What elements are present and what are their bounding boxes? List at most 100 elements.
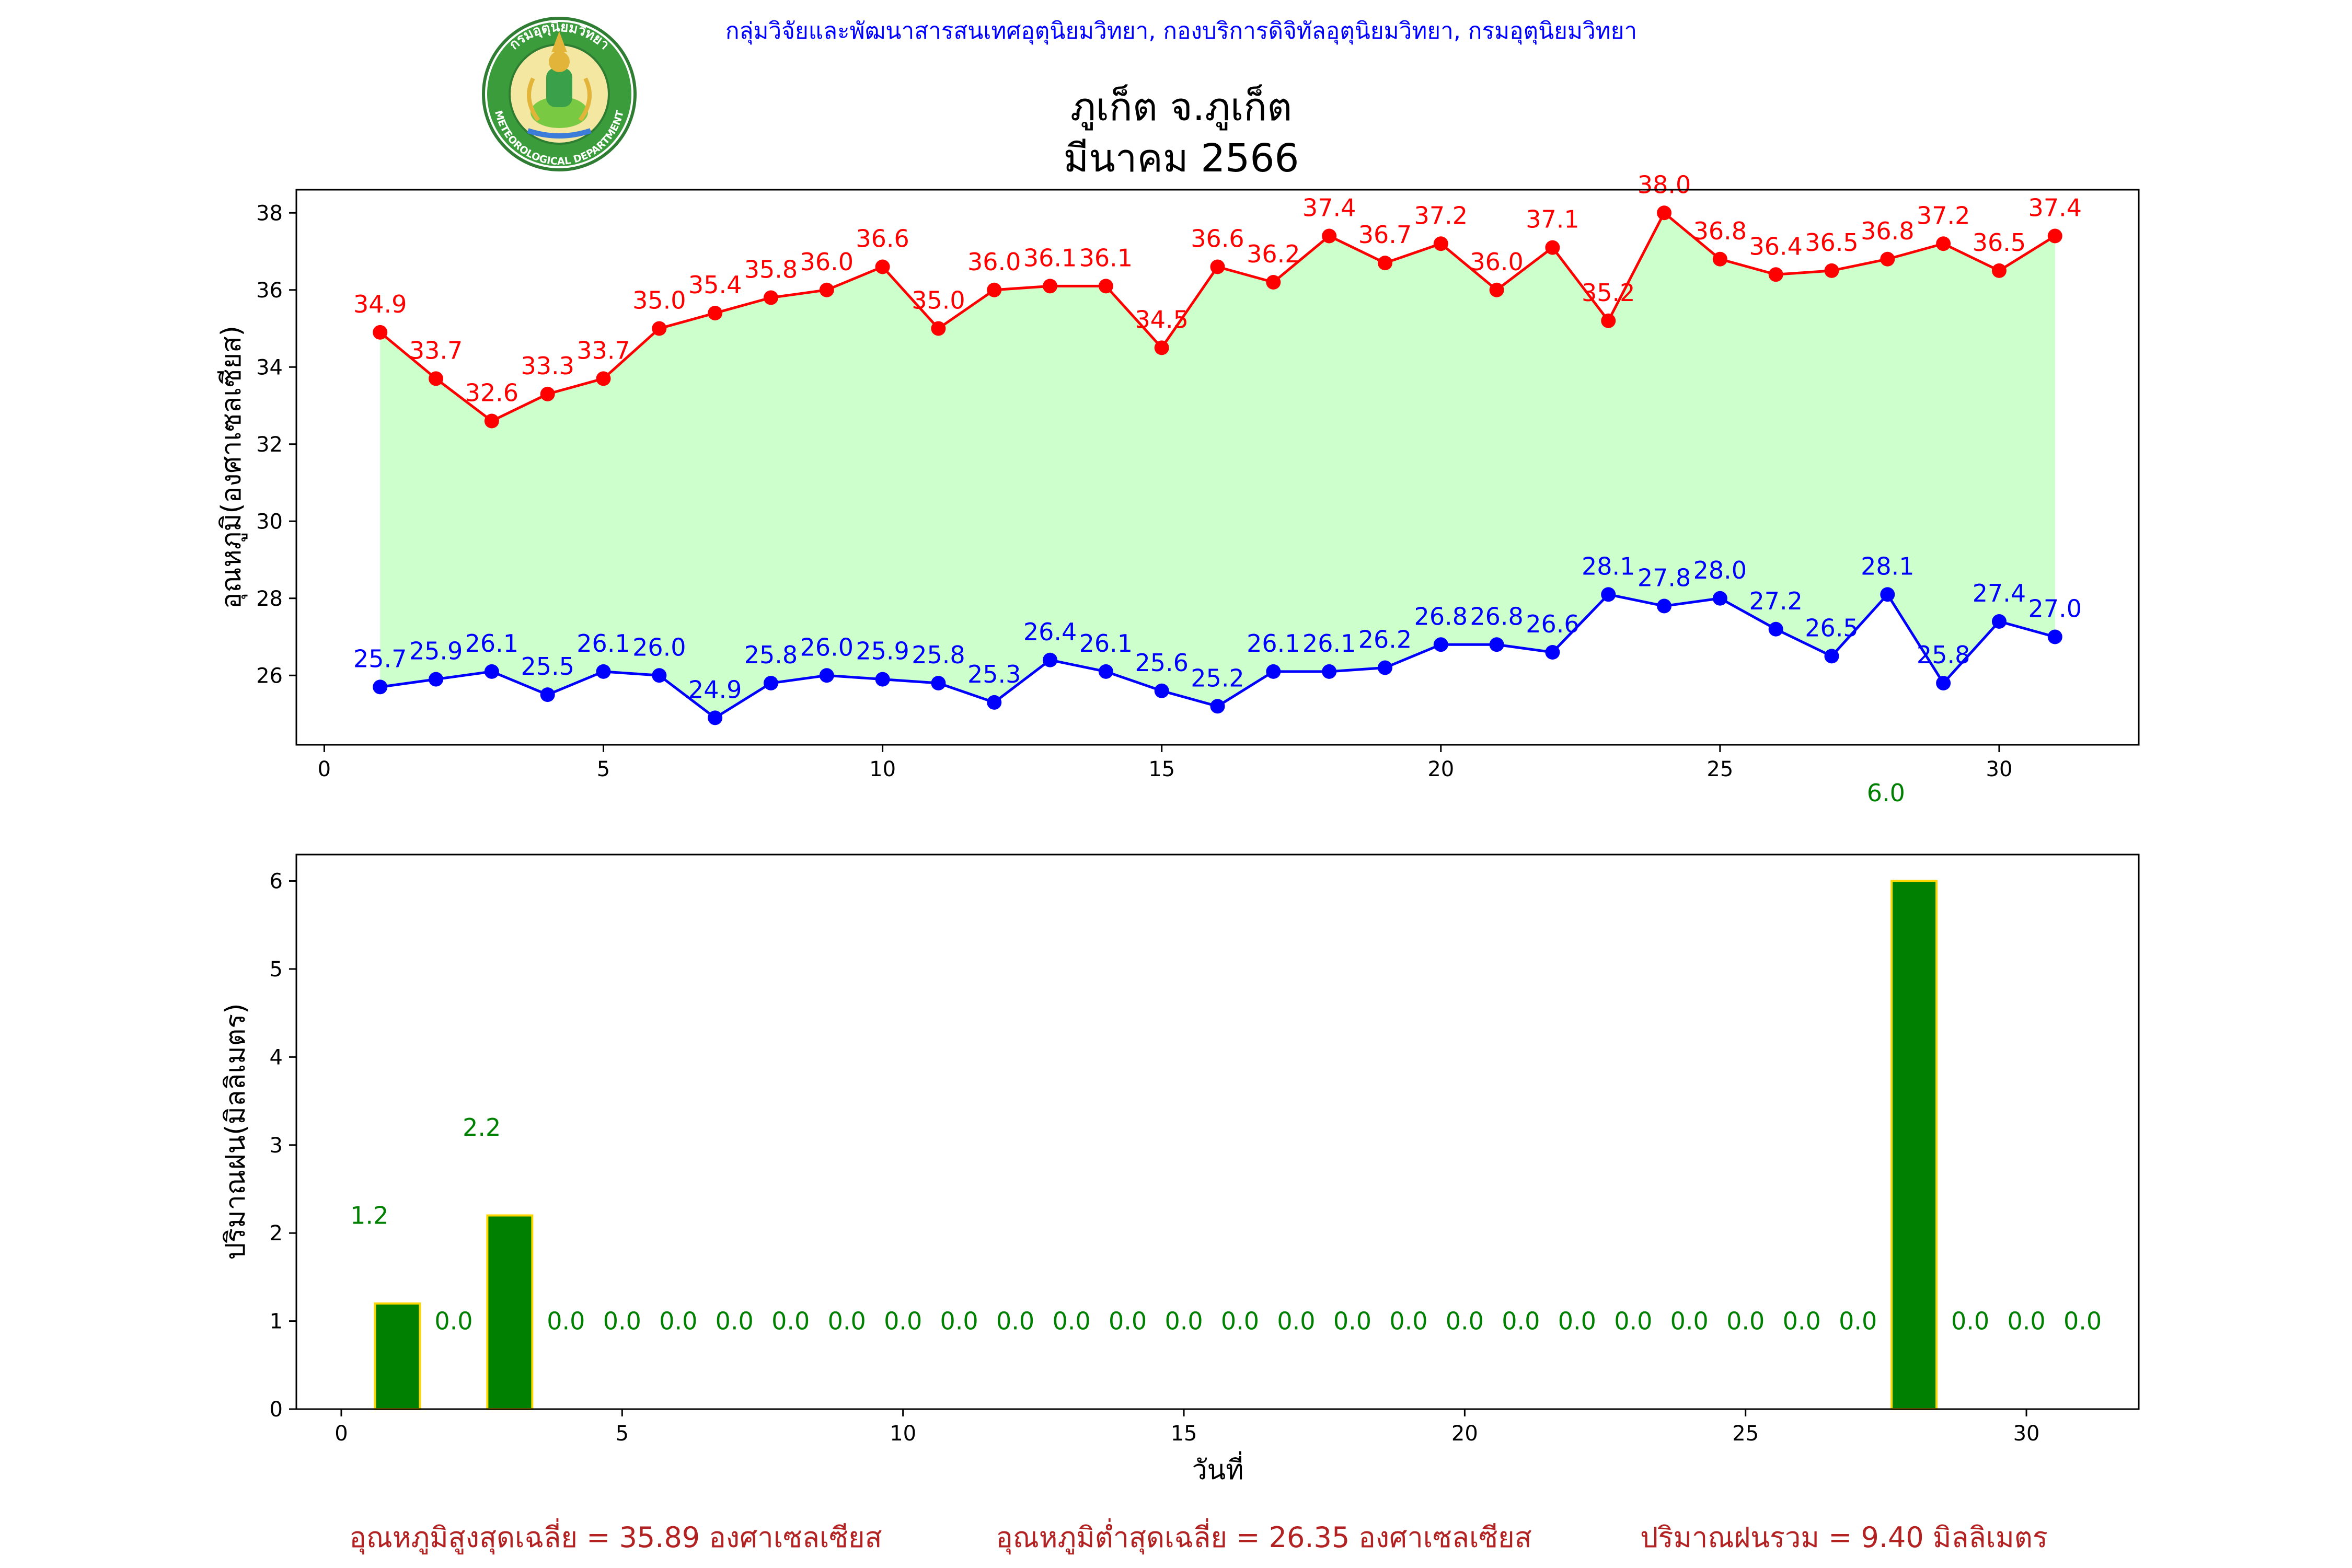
max-temp-label: 34.5 (1135, 305, 1188, 333)
temp-y-tick-label: 28 (256, 587, 283, 611)
summary-avg-max: อุณหภูมิสูงสุดเฉลี่ย = 35.89 องศาเซลเซีย… (349, 1518, 882, 1555)
min-temp-point (1712, 591, 1727, 606)
min-temp-point (1433, 637, 1448, 652)
max-temp-point (1712, 251, 1727, 267)
min-temp-point (987, 695, 1002, 710)
max-temp-point (1266, 275, 1281, 290)
max-temp-point (1601, 313, 1616, 328)
max-temp-label: 37.1 (1526, 205, 1579, 234)
min-temp-label: 26.0 (800, 633, 854, 661)
rain-y-tick-label: 1 (270, 1310, 283, 1334)
max-temp-label: 36.2 (1247, 240, 1300, 268)
min-temp-point (1657, 598, 1672, 614)
max-temp-label: 38.0 (1638, 170, 1691, 199)
max-temp-label: 36.0 (800, 248, 854, 276)
max-temp-label: 35.0 (632, 286, 686, 315)
rain-value-label: 1.2 (350, 1201, 388, 1229)
temp-x-tick-label: 30 (1986, 757, 2013, 781)
min-temp-label: 25.2 (1191, 664, 1244, 692)
max-temp-point (1880, 251, 1895, 267)
min-temp-label: 25.9 (409, 637, 463, 665)
min-temp-point (1266, 664, 1281, 679)
max-temp-point (1489, 282, 1504, 297)
min-temp-label: 28.1 (1582, 552, 1635, 580)
temperature-y-axis-label: อุณหภูมิ(องศาเซลเซียส) (216, 326, 248, 609)
temp-x-tick-label: 15 (1148, 757, 1175, 781)
chart-title-month: มีนาคม 2566 (1063, 136, 1299, 181)
rain-value-label: 0.0 (1053, 1307, 1091, 1335)
max-temp-point (1768, 267, 1783, 282)
max-temp-point (987, 282, 1002, 297)
temp-y-tick-label: 26 (256, 664, 283, 688)
min-temp-label: 27.4 (1973, 579, 2026, 607)
max-temp-label: 36.8 (1693, 217, 1747, 245)
min-temp-point (1377, 660, 1392, 675)
min-temp-point (1043, 652, 1058, 667)
rain-value-label: 0.0 (434, 1307, 472, 1335)
min-temp-label: 26.8 (1414, 602, 1468, 630)
max-temp-label: 36.5 (1973, 228, 2026, 257)
max-temp-point (1210, 259, 1225, 274)
temperature-plot-frame (295, 189, 2140, 746)
max-temp-label: 36.6 (856, 225, 909, 253)
min-temp-point (596, 664, 611, 679)
temp-x-tick-label: 5 (597, 757, 610, 781)
max-temp-point (819, 282, 834, 297)
temp-x-tick-label: 0 (318, 757, 331, 781)
min-temp-point (1210, 699, 1225, 714)
rain-value-label: 0.0 (1333, 1307, 1371, 1335)
temp-x-tick-label: 10 (869, 757, 896, 781)
min-temp-label: 25.3 (967, 660, 1021, 688)
rain-value-label: 0.0 (2063, 1307, 2102, 1335)
min-temp-point (540, 687, 555, 702)
min-temp-point (1991, 614, 2007, 629)
max-temp-label: 37.2 (1414, 201, 1468, 229)
max-temp-label: 35.8 (744, 256, 798, 284)
rain-y-tick-label: 0 (270, 1398, 283, 1422)
rain-value-label: 0.0 (547, 1307, 585, 1335)
max-temp-point (484, 413, 499, 429)
max-temp-label: 36.0 (1470, 248, 1523, 276)
min-temp-point (1489, 637, 1504, 652)
min-temp-label: 26.1 (465, 629, 518, 658)
temp-y-tick-label: 36 (256, 279, 283, 303)
rain-value-label: 0.0 (2007, 1307, 2045, 1335)
rain-value-label: 0.0 (1165, 1307, 1203, 1335)
max-temp-label: 36.4 (1749, 232, 1802, 260)
rain-bar (1890, 880, 1938, 1410)
temp-y-tick-label: 38 (256, 201, 283, 225)
rain-x-tick-label: 25 (1732, 1422, 1759, 1446)
agency-text: กลุ่มวิจัยและพัฒนาสารสนเทศอุตุนิยมวิทยา,… (725, 18, 1637, 45)
min-temp-label: 27.8 (1638, 564, 1691, 592)
max-temp-label: 36.0 (967, 248, 1021, 276)
rainfall-y-axis-label: ปริมาณฝน(มิลลิเมตร) (220, 1003, 251, 1260)
max-temp-point (1433, 236, 1448, 251)
min-temp-point (652, 668, 667, 683)
min-temp-point (484, 664, 499, 679)
max-temp-point (1154, 340, 1169, 355)
min-temp-label: 26.5 (1805, 614, 1858, 642)
min-temp-label: 28.1 (1861, 552, 1914, 580)
rain-value-label: 0.0 (1502, 1307, 1540, 1335)
temperature-chart: 34.9 25.7 33.7 25.9 32.6 26.1 33.3 25.5 33.7 26.1… (216, 170, 2140, 781)
rain-x-tick-label: 20 (1451, 1422, 1478, 1446)
min-temp-label: 26.8 (1470, 602, 1523, 630)
max-temp-point (2047, 228, 2062, 244)
min-temp-label: 26.2 (1358, 626, 1412, 654)
max-temp-point (429, 371, 444, 386)
max-temp-label: 33.3 (521, 352, 574, 380)
rainfall-plot-frame (295, 854, 2140, 1410)
min-temp-label: 27.2 (1749, 587, 1802, 615)
temperature-range-fill (380, 213, 2055, 718)
min-temp-label: 25.9 (856, 637, 909, 665)
max-temp-label: 36.5 (1805, 228, 1858, 257)
rainfall-chart: 1.2 0.0 2.2 0.0 0.0 0.0 0.0 0.0 0.0 0.0 0.0 0.0 0.0 0… (220, 779, 2140, 1486)
rain-value-label: 0.0 (1277, 1307, 1315, 1335)
rain-x-tick-label: 5 (616, 1422, 629, 1446)
min-temp-label: 26.1 (577, 629, 630, 658)
min-temp-label: 25.5 (521, 652, 574, 681)
max-temp-label: 32.6 (465, 379, 518, 407)
min-temp-point (1601, 587, 1616, 602)
rain-x-tick-label: 0 (335, 1422, 348, 1446)
